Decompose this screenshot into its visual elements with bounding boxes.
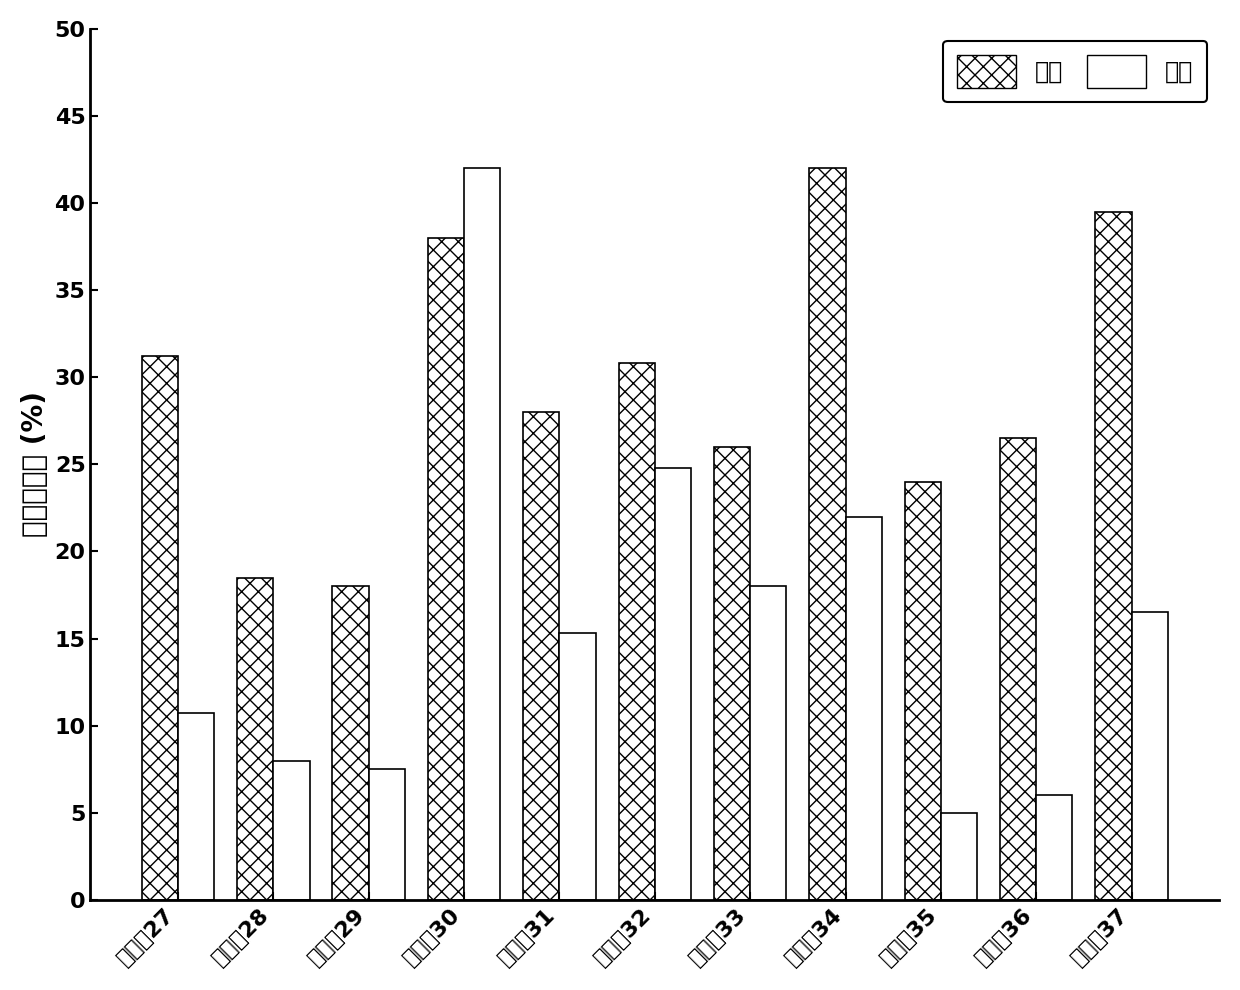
Bar	[368, 769, 405, 900]
Bar	[177, 714, 215, 900]
Bar	[810, 168, 846, 900]
Bar	[619, 363, 655, 900]
Bar	[1037, 795, 1073, 900]
Bar	[750, 586, 786, 900]
Bar	[237, 577, 273, 900]
Legend: 甲烷, 乙烯: 甲烷, 乙烯	[944, 41, 1208, 102]
Bar	[999, 439, 1037, 900]
Bar	[1132, 613, 1168, 900]
Bar	[1095, 212, 1132, 900]
Bar	[332, 586, 368, 900]
Bar	[428, 238, 464, 900]
Bar	[559, 634, 595, 900]
Y-axis label: 法拉第效率 (%): 法拉第效率 (%)	[21, 391, 48, 538]
Bar	[941, 813, 977, 900]
Bar	[141, 356, 177, 900]
Bar	[905, 482, 941, 900]
Bar	[846, 517, 882, 900]
Bar	[655, 468, 691, 900]
Bar	[273, 760, 310, 900]
Bar	[464, 168, 500, 900]
Bar	[714, 446, 750, 900]
Bar	[523, 412, 559, 900]
